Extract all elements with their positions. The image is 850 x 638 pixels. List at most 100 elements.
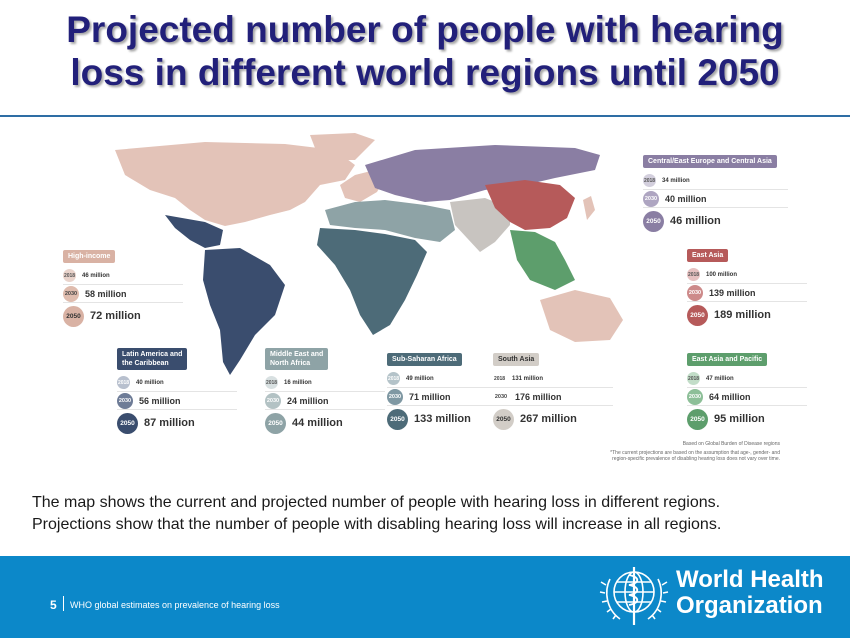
who-name-line1: World Health: [676, 566, 824, 593]
region-label-high-income: High-income: [63, 250, 116, 263]
who-emblem-icon: [599, 567, 669, 625]
caption-line2: Projections show that the number of peop…: [32, 516, 722, 533]
region-row-2050: 2050 189 million: [687, 302, 807, 328]
region-row-2050: 2050 44 million: [265, 410, 385, 436]
region-card-middle-east: Middle East and North Africa 2018 16 mill…: [265, 348, 385, 436]
region-value: 56 million: [139, 395, 181, 406]
year-badge: 2050: [687, 304, 708, 326]
world-map: [115, 133, 623, 375]
region-card-high-income: High-income 2018 46 million 2030 58 millio…: [63, 245, 183, 329]
who-name-line2: Organization: [676, 592, 823, 619]
year-badge: 2050: [643, 210, 664, 232]
page-number: 5: [50, 598, 57, 612]
region-label-line2: the Caribbean: [122, 360, 169, 367]
slide-caption: The map shows the current and projected …: [32, 492, 832, 536]
map-region-latin-america-central: [165, 215, 223, 248]
region-label-line1: Latin America and: [122, 351, 183, 358]
year-badge: 2030: [63, 285, 79, 302]
region-value: 131 million: [512, 375, 544, 382]
year-badge: 2030: [117, 392, 133, 409]
region-row-2050: 2050 72 million: [63, 303, 183, 329]
region-row-2050: 2050 133 million: [387, 406, 507, 432]
region-label-south-asia: South Asia: [493, 353, 540, 366]
year-badge: 2030: [643, 190, 659, 207]
region-row-2018: 2018 100 million: [687, 266, 807, 284]
region-value: 47 million: [706, 375, 734, 382]
region-row-2050: 2050 46 million: [643, 208, 788, 234]
region-value: 46 million: [670, 215, 721, 227]
region-value: 44 million: [292, 417, 343, 429]
region-label-sub-saharan-africa: Sub-Saharan Africa: [387, 353, 462, 366]
map-region-central-east-europe: [365, 145, 600, 202]
year-badge: 2050: [117, 412, 138, 434]
region-label-line1: Middle East and: [270, 351, 324, 358]
map-region-east-asia: [485, 180, 575, 230]
map-region-south-asia: [450, 198, 510, 252]
region-value: 64 million: [709, 391, 751, 402]
region-label-central-east-europe: Central/East Europe and Central Asia: [643, 155, 777, 168]
year-badge: 2030: [493, 388, 509, 405]
region-row-2018: 2018 131 million: [493, 370, 613, 388]
region-row-2018: 2018 49 million: [387, 370, 507, 388]
region-value: 40 million: [665, 193, 707, 204]
year-badge: 2018: [117, 376, 130, 389]
region-label-middle-east: Middle East and North Africa: [265, 348, 329, 370]
year-badge: 2030: [687, 388, 703, 405]
year-badge: 2018: [387, 372, 400, 385]
year-badge: 2050: [687, 408, 708, 430]
region-value: 34 million: [662, 177, 690, 184]
region-card-east-asia: East Asia 2018 100 million 2030 139 millio…: [687, 244, 807, 328]
region-label-east-asia-pacific: East Asia and Pacific: [687, 353, 768, 366]
map-region-middle-east-north-africa: [325, 200, 455, 242]
map-region-high-income-greenland: [310, 133, 375, 160]
region-value: 24 million: [287, 395, 329, 406]
title-divider: [0, 115, 850, 117]
region-row-2050: 2050 87 million: [117, 410, 237, 436]
map-region-latin-america-south: [203, 248, 285, 375]
region-value: 46 million: [82, 272, 110, 279]
who-organization-name: World Health Organization: [676, 567, 824, 619]
region-card-sub-saharan-africa: Sub-Saharan Africa 2018 49 million 2030 71…: [387, 348, 507, 432]
region-row-2030: 2030 71 million: [387, 388, 507, 406]
region-row-2018: 2018 47 million: [687, 370, 807, 388]
region-row-2018: 2018 40 million: [117, 374, 237, 392]
region-value: 189 million: [714, 309, 771, 321]
slide-title-line1: Projected number of people with hearing: [66, 9, 784, 50]
region-value: 100 million: [706, 271, 738, 278]
region-card-east-asia-pacific: East Asia and Pacific 2018 47 million 203…: [687, 348, 807, 432]
region-card-south-asia: South Asia 2018 131 million 2030 176 milli…: [493, 348, 613, 432]
map-region-sub-saharan-africa: [317, 228, 427, 335]
map-region-high-income-australia: [540, 290, 623, 342]
region-label-latin-america: Latin America and the Caribbean: [117, 348, 188, 370]
map-region-high-income-north-america: [115, 142, 355, 226]
slide-title: Projected number of people with hearing …: [0, 8, 850, 94]
region-row-2050: 2050 267 million: [493, 406, 613, 432]
region-row-2030: 2030 24 million: [265, 392, 385, 410]
year-badge: 2050: [63, 305, 84, 327]
map-region-east-asia-pacific: [510, 230, 575, 290]
year-badge: 2050: [387, 408, 408, 430]
region-value: 16 million: [284, 379, 312, 386]
region-row-2018: 2018 16 million: [265, 374, 385, 392]
map-footnote: Based on Global Burden of Disease region…: [610, 441, 780, 462]
year-badge: 2030: [265, 392, 281, 409]
footnote-note-line1: *The current projections are based on th…: [610, 450, 780, 456]
year-badge: 2050: [493, 408, 514, 430]
year-badge: 2030: [387, 388, 403, 405]
footnote-source: Based on Global Burden of Disease region…: [682, 441, 780, 447]
region-row-2030: 2030 139 million: [687, 284, 807, 302]
footer-text: WHO global estimates on prevalence of he…: [70, 600, 280, 610]
region-row-2030: 2030 58 million: [63, 285, 183, 303]
region-row-2030: 2030 56 million: [117, 392, 237, 410]
year-badge: 2018: [63, 269, 76, 282]
region-label-line2: North Africa: [270, 360, 311, 367]
year-badge: 2018: [493, 372, 506, 385]
year-badge: 2050: [265, 412, 286, 434]
region-value: 87 million: [144, 417, 195, 429]
year-badge: 2018: [265, 376, 278, 389]
region-value: 40 million: [136, 379, 164, 386]
year-badge: 2018: [643, 174, 656, 187]
region-value: 49 million: [406, 375, 434, 382]
region-value: 133 million: [414, 413, 471, 425]
region-value: 95 million: [714, 413, 765, 425]
